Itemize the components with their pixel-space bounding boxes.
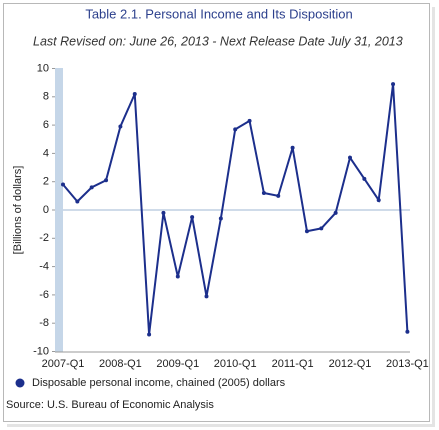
data-point [247,118,252,123]
data-point [376,198,381,203]
legend-label: Disposable personal income, chained (200… [32,377,286,389]
data-point [276,193,281,198]
data-point [132,91,137,96]
y-tick-label: 0 [43,204,49,216]
data-point [104,178,109,183]
data-point [391,82,396,87]
data-point [319,226,324,231]
data-point [75,199,80,204]
data-point [89,185,94,190]
x-tick-label: 2010-Q1 [214,358,257,370]
data-point [405,329,410,334]
y-tick-label: 2 [43,176,49,188]
x-tick-label: 2013-Q1 [386,358,429,370]
x-tick-label: 2012-Q1 [329,358,372,370]
data-point [147,332,152,337]
x-tick-label: 2007-Q1 [42,358,85,370]
y-tick-label: -6 [39,289,49,301]
data-point [333,210,338,215]
data-point [362,176,367,181]
y-tick-label: -2 [39,232,49,244]
y-tick-label: 10 [37,62,49,74]
data-point [190,215,195,220]
data-point [218,216,223,221]
y-tick-label: -8 [39,317,49,329]
data-point [304,229,309,234]
x-tick-label: 2009-Q1 [156,358,199,370]
y-axis-label: [Billions of dollars] [12,166,24,255]
frame-shadow [432,7,435,427]
y-tick-label: -10 [33,345,49,357]
y-tick-label: 6 [43,119,49,131]
chart-title: Table 2.1. Personal Income and Its Dispo… [85,6,352,21]
legend-marker [15,378,25,388]
axis-band [55,68,63,352]
data-point [233,127,238,132]
y-tick-label: 4 [43,147,49,159]
chart-subtitle: Last Revised on: June 26, 2013 - Next Re… [33,34,403,48]
data-point [61,182,65,187]
data-point [161,210,166,215]
data-point [290,145,295,150]
y-tick-label: 8 [43,91,49,103]
data-point [348,155,352,160]
source: Source: U.S. Bureau of Economic Analysis [6,399,214,411]
data-point [175,274,180,279]
x-tick-label: 2011-Q1 [272,358,314,370]
data-point [118,124,123,129]
y-tick-label: -4 [39,261,49,273]
data-point [204,294,209,299]
x-tick-label: 2008-Q1 [99,358,142,370]
data-point [261,191,266,196]
frame-shadow [7,424,432,427]
